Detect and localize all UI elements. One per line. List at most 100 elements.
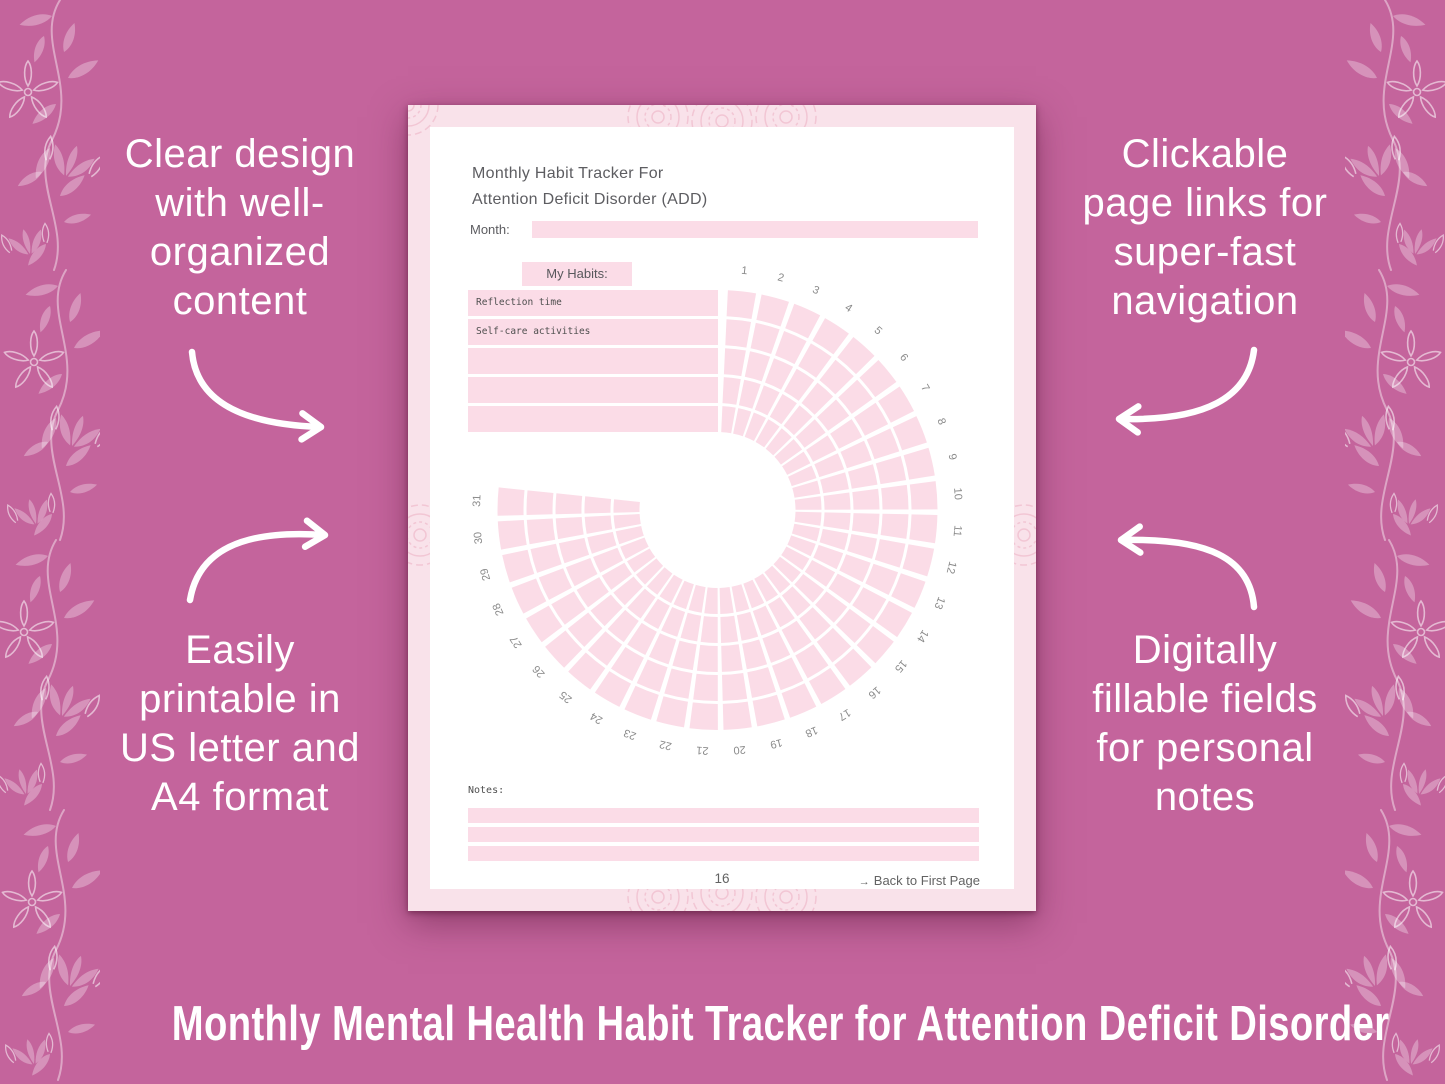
day-cell[interactable] — [747, 667, 776, 698]
day-cell[interactable] — [785, 303, 821, 339]
day-cell[interactable] — [624, 685, 659, 720]
habit-row-field[interactable]: Reflection time — [468, 290, 718, 316]
day-cell[interactable] — [673, 580, 694, 610]
day-cell[interactable] — [700, 616, 718, 643]
day-cell[interactable] — [672, 640, 697, 671]
day-cell[interactable] — [819, 528, 849, 551]
day-cell[interactable] — [769, 394, 797, 425]
day-cell[interactable] — [902, 544, 935, 577]
day-cell[interactable] — [742, 639, 768, 670]
day-cell[interactable] — [688, 584, 706, 613]
day-cell[interactable] — [812, 318, 849, 355]
day-cell[interactable] — [765, 358, 794, 390]
day-cell[interactable] — [584, 496, 612, 514]
day-cell[interactable] — [823, 512, 851, 531]
day-cell[interactable] — [568, 652, 606, 690]
day-cell[interactable] — [854, 402, 889, 436]
day-cell[interactable] — [764, 565, 791, 594]
notes-input-field[interactable] — [468, 827, 979, 842]
habit-row-field[interactable] — [468, 406, 718, 432]
day-cell[interactable] — [722, 673, 748, 701]
day-cell[interactable] — [721, 644, 743, 672]
day-cell[interactable] — [799, 607, 831, 640]
day-cell[interactable] — [722, 701, 752, 730]
day-cell[interactable] — [788, 465, 817, 487]
day-cell[interactable] — [784, 368, 815, 401]
day-cell[interactable] — [856, 626, 894, 664]
day-cell[interactable] — [689, 702, 718, 731]
day-cell[interactable] — [865, 563, 899, 595]
day-cell[interactable] — [875, 456, 907, 485]
day-cell[interactable] — [903, 447, 935, 480]
day-cell[interactable] — [880, 513, 909, 539]
day-cell[interactable] — [795, 419, 826, 448]
day-cell[interactable] — [772, 657, 804, 691]
day-cell[interactable] — [791, 523, 820, 542]
day-cell[interactable] — [502, 549, 535, 583]
day-cell[interactable] — [613, 499, 640, 513]
day-cell[interactable] — [892, 416, 927, 451]
day-cell[interactable] — [792, 480, 821, 498]
day-cell[interactable] — [738, 379, 761, 409]
day-cell[interactable] — [859, 360, 897, 398]
day-cell[interactable] — [590, 594, 623, 627]
day-cell[interactable] — [801, 382, 834, 415]
day-cell[interactable] — [823, 492, 851, 510]
day-cell[interactable] — [721, 406, 736, 434]
day-cell[interactable] — [661, 607, 686, 637]
notes-input-field[interactable] — [468, 808, 979, 823]
day-cell[interactable] — [613, 514, 641, 529]
day-cell[interactable] — [848, 464, 878, 489]
day-cell[interactable] — [820, 472, 849, 494]
day-cell[interactable] — [847, 534, 877, 559]
day-cell[interactable] — [726, 290, 757, 319]
day-cell[interactable] — [584, 515, 613, 534]
day-cell[interactable] — [555, 517, 584, 540]
day-cell[interactable] — [696, 644, 718, 673]
day-cell[interactable] — [794, 574, 825, 603]
day-cell[interactable] — [835, 608, 871, 643]
day-cell[interactable] — [643, 598, 670, 629]
day-cell[interactable] — [723, 348, 746, 377]
day-cell[interactable] — [722, 377, 741, 405]
day-cell[interactable] — [497, 520, 527, 550]
day-cell[interactable] — [754, 385, 780, 416]
day-cell[interactable] — [752, 694, 785, 727]
day-cell[interactable] — [613, 576, 643, 606]
day-cell[interactable] — [828, 573, 861, 604]
day-cell[interactable] — [538, 568, 572, 600]
day-cell[interactable] — [781, 620, 812, 653]
day-cell[interactable] — [813, 544, 844, 570]
day-cell[interactable] — [891, 573, 926, 608]
habit-row-field[interactable] — [468, 377, 718, 403]
day-cell[interactable] — [852, 488, 880, 510]
day-cell[interactable] — [743, 579, 765, 609]
day-cell[interactable] — [830, 419, 863, 449]
day-cell[interactable] — [733, 408, 752, 437]
day-cell[interactable] — [620, 537, 649, 560]
day-cell[interactable] — [680, 612, 702, 642]
day-cell[interactable] — [720, 615, 739, 643]
day-cell[interactable] — [627, 588, 656, 619]
day-cell[interactable] — [775, 331, 807, 365]
day-cell[interactable] — [649, 633, 677, 665]
day-cell[interactable] — [731, 584, 750, 613]
day-cell[interactable] — [587, 531, 617, 554]
day-cell[interactable] — [815, 591, 848, 623]
day-cell[interactable] — [909, 481, 938, 510]
day-cell[interactable] — [754, 573, 778, 602]
day-cell[interactable] — [782, 451, 811, 475]
day-cell[interactable] — [814, 453, 845, 478]
day-cell[interactable] — [794, 496, 822, 510]
day-cell[interactable] — [646, 567, 673, 595]
day-cell[interactable] — [783, 405, 813, 436]
day-cell[interactable] — [795, 644, 829, 679]
day-cell[interactable] — [806, 435, 837, 462]
day-cell[interactable] — [878, 386, 914, 423]
day-cell[interactable] — [555, 493, 583, 515]
day-cell[interactable] — [587, 631, 623, 666]
day-cell[interactable] — [804, 560, 836, 587]
day-cell[interactable] — [840, 440, 872, 469]
day-cell[interactable] — [875, 600, 912, 638]
day-cell[interactable] — [615, 526, 644, 545]
